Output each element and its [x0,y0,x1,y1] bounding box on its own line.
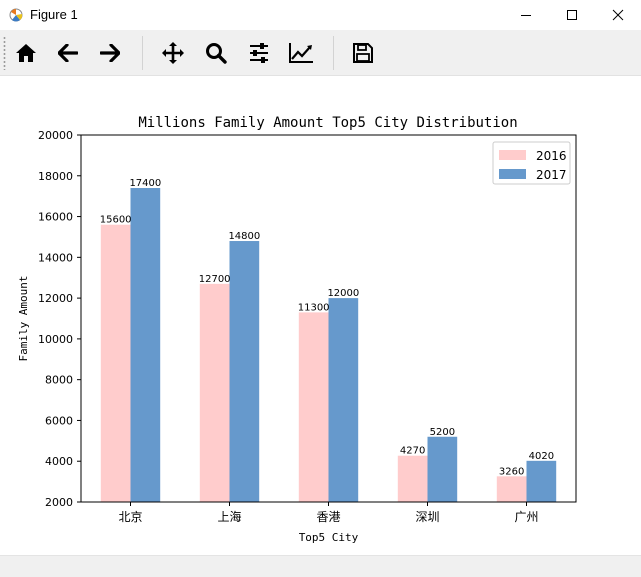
x-tick-label: 香港 [316,510,340,524]
x-tick-label: 北京 [118,510,142,524]
y-tick-label: 18000 [38,170,73,183]
bar-value-label: 4020 [529,451,554,462]
chart-legend: 2016 2017 [492,141,571,185]
legend-label: 2016 [536,149,567,163]
zoom-button[interactable] [199,36,233,70]
bar-2016 [397,455,428,502]
home-icon [16,44,36,62]
plot-frame [80,134,577,503]
window-title: Figure 1 [30,7,78,22]
y-tick-label: 2000 [45,496,73,509]
matplotlib-icon [8,7,24,23]
bar-value-label: 3260 [499,466,524,477]
close-button[interactable] [595,0,641,30]
bar-2017 [328,298,359,502]
window-title-bar: Figure 1 [0,0,641,30]
bar-2017 [229,241,260,502]
navigation-toolbar [0,30,641,76]
minimize-icon [521,15,531,16]
bar-value-label: 17400 [129,178,161,189]
y-tick-label: 4000 [45,455,73,468]
maximize-icon [567,10,577,20]
y-tick-label: 12000 [38,292,73,305]
y-tick-label: 6000 [45,414,73,427]
y-tick-label: 20000 [38,129,73,142]
x-axis-label: Top5 City [299,531,359,544]
x-tick-label: 上海 [217,509,241,524]
y-tick-label: 10000 [38,333,73,346]
toolbar-grip[interactable] [3,36,6,70]
bar-value-label: 4270 [400,446,425,457]
bar-2017 [526,460,557,502]
legend-swatch [499,150,526,160]
bar-2017 [130,188,161,502]
edit-axis-button[interactable] [284,36,318,70]
subplots-icon [250,43,268,63]
save-icon [353,43,373,63]
bar-value-label: 15600 [100,215,132,226]
edit-axis-icon [289,43,313,63]
bar-2016 [496,476,527,502]
back-button[interactable] [51,36,85,70]
forward-button[interactable] [93,36,127,70]
zoom-icon [206,43,227,64]
bar-value-label: 5200 [430,427,455,438]
pan-button[interactable] [156,36,190,70]
status-bar [0,555,641,577]
y-axis-label: Family Amount [17,275,30,361]
minimize-button[interactable] [503,0,549,30]
home-button[interactable] [9,36,43,70]
bar-2016 [100,224,131,502]
back-arrow-icon [58,44,78,62]
x-tick-label: 深圳 [415,510,439,524]
pan-icon [162,42,184,64]
bar-2016 [298,312,329,502]
bar-value-label: 12000 [327,288,359,299]
bar-value-label: 12700 [199,274,231,285]
chart-title: Millions Family Amount Top5 City Distrib… [138,115,517,131]
subplots-button[interactable] [242,36,276,70]
forward-arrow-icon [100,44,120,62]
bar-2017 [427,436,458,502]
y-tick-label: 14000 [38,251,73,264]
toolbar-separator [142,36,143,70]
bar-value-label: 11300 [298,302,330,313]
maximize-button[interactable] [549,0,595,30]
close-icon [612,9,624,21]
bar-2016 [199,283,230,502]
bar-chart: Millions Family Amount Top5 City Distrib… [17,115,577,544]
figure-canvas[interactable]: Millions Family Amount Top5 City Distrib… [0,77,641,555]
bar-value-label: 14800 [228,231,260,242]
save-button[interactable] [346,36,380,70]
toolbar-separator [333,36,334,70]
y-tick-label: 16000 [38,211,73,224]
legend-swatch [499,169,526,179]
y-tick-label: 8000 [45,374,73,387]
x-tick-label: 广州 [514,510,538,524]
legend-label: 2017 [536,168,567,182]
